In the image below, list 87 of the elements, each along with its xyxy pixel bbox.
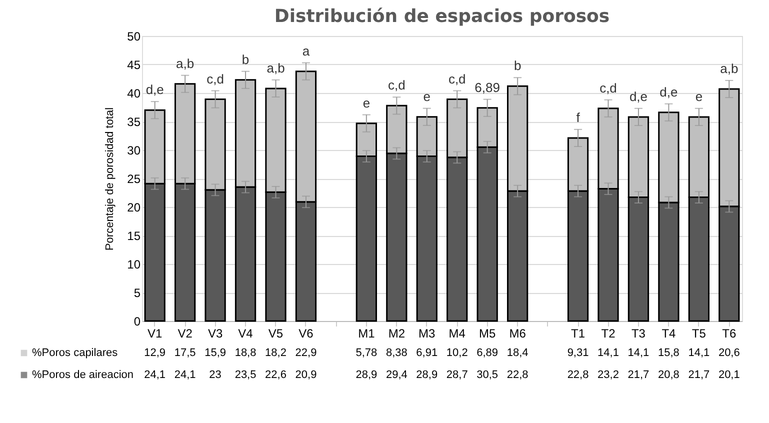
data-label: 22,8: [567, 369, 589, 381]
x-tick-label: T3: [631, 326, 646, 340]
data-label: 22,8: [506, 369, 528, 381]
data-label: 6,91: [416, 347, 438, 359]
annotation: a: [302, 43, 310, 58]
annotation: c,d: [206, 71, 224, 86]
data-label: 10,2: [446, 347, 468, 359]
x-tick-label: M6: [509, 326, 526, 340]
data-label: 28,7: [446, 369, 468, 381]
data-label: 15,9: [204, 347, 226, 359]
y-axis-title: Porcentaje de porosidad total: [104, 107, 116, 251]
data-label: 23,2: [598, 369, 619, 381]
annotation: 6,89: [474, 80, 500, 95]
data-label: 9,31: [567, 347, 589, 359]
x-tick-label: V1: [148, 326, 163, 340]
x-tick-label: V5: [268, 326, 284, 340]
x-tick-label: V4: [238, 326, 254, 340]
annotation: a,b: [266, 60, 285, 76]
data-label: 28,9: [356, 369, 378, 381]
annotation: a,b: [176, 56, 194, 71]
annotation: d,e: [660, 84, 678, 100]
data-label: 30,5: [476, 369, 498, 381]
y-tick-label: 25: [127, 172, 141, 186]
y-tick-label: 5: [134, 286, 141, 300]
data-label: 23,5: [234, 369, 256, 381]
data-label: 22,9: [295, 347, 317, 359]
annotation: d,e: [146, 82, 164, 98]
y-tick-label: 35: [127, 115, 141, 129]
data-label: 20,1: [718, 369, 740, 381]
data-label: 5,78: [356, 347, 378, 359]
annotation: e: [695, 88, 703, 104]
data-label: 8,38: [386, 347, 408, 359]
x-tick-label: V3: [208, 326, 223, 340]
x-tick-label: T2: [601, 326, 616, 340]
annotation: e: [423, 88, 431, 104]
data-label: 23: [209, 369, 222, 381]
y-tick-label: 30: [127, 144, 141, 158]
x-tick-label: T5: [692, 326, 706, 340]
data-label: 14,1: [688, 347, 710, 359]
data-label: 20,6: [718, 347, 740, 359]
x-tick-label: T6: [722, 326, 736, 340]
x-tick-label: M3: [418, 326, 436, 340]
data-label: 24,1: [174, 369, 196, 381]
data-label: 20,8: [658, 369, 680, 381]
data-label: 18,8: [234, 347, 256, 359]
annotation: a,b: [720, 61, 738, 76]
annotation: e: [362, 95, 370, 110]
data-label: 21,7: [688, 369, 710, 381]
x-tick-label: V2: [178, 326, 193, 340]
data-label: 15,8: [658, 347, 680, 359]
data-label: 14,1: [628, 347, 650, 359]
data-label: 18,2: [265, 347, 286, 359]
y-tick-label: 10: [127, 258, 141, 272]
x-tick-label: V6: [298, 326, 314, 340]
data-label: 20,9: [295, 369, 317, 381]
data-label: 14,1: [598, 347, 619, 359]
x-tick-label: M2: [388, 326, 406, 340]
annotation: b: [242, 52, 250, 67]
annotation: b: [514, 58, 522, 74]
x-tick-label: T1: [571, 326, 586, 340]
y-tick-label: 50: [127, 30, 141, 44]
annotation: f: [576, 110, 580, 125]
y-tick-label: 15: [127, 229, 141, 243]
x-tick-label: M5: [479, 326, 496, 340]
data-label: 21,7: [628, 369, 650, 381]
data-label: 28,9: [416, 369, 438, 381]
data-label: 18,4: [506, 347, 528, 359]
y-tick-label: 0: [134, 314, 141, 328]
legend-label: %Poros de aireacion: [32, 369, 134, 381]
data-label: 29,4: [386, 369, 408, 381]
x-tick-label: M1: [358, 326, 376, 340]
y-tick-label: 40: [127, 86, 141, 100]
y-tick-label: 45: [127, 58, 141, 72]
annotation: c,d: [388, 78, 406, 93]
legend-label: %Poros capilares: [32, 347, 118, 359]
data-label: 17,5: [174, 347, 196, 359]
data-label: 22,6: [265, 369, 286, 381]
x-tick-label: T4: [662, 326, 676, 340]
x-tick-label: M4: [448, 326, 466, 340]
data-label: 12,9: [144, 347, 166, 359]
data-label: 24,1: [144, 369, 166, 381]
data-label: 6,89: [476, 347, 498, 359]
annotation: c,d: [448, 71, 466, 86]
annotation: d,e: [629, 88, 648, 104]
annotation: c,d: [600, 80, 617, 96]
y-tick-label: 20: [127, 200, 141, 214]
chart-title: Distribución de espacios porosos: [274, 6, 610, 27]
